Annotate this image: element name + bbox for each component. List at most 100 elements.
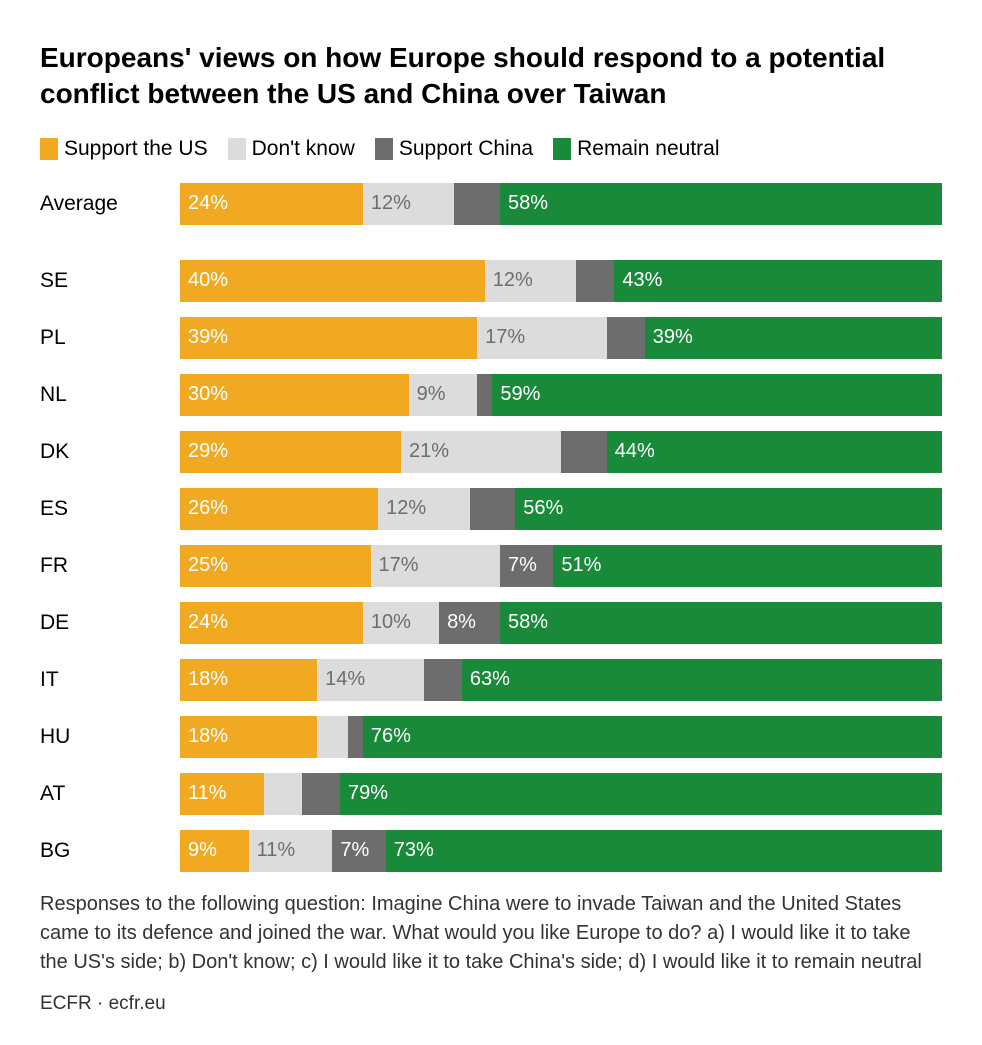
bar-segment: 10% bbox=[363, 602, 439, 644]
chart-title: Europeans' views on how Europe should re… bbox=[40, 40, 942, 113]
bar-row: BG9%11%7%73% bbox=[40, 830, 942, 872]
bar-segment: 30% bbox=[180, 374, 409, 416]
bar-segment: 39% bbox=[645, 317, 942, 359]
bar-segment: 44% bbox=[607, 431, 942, 473]
bar-segment: 51% bbox=[553, 545, 942, 587]
bar-segment: 25% bbox=[180, 545, 371, 587]
bar-segment bbox=[454, 183, 500, 225]
row-label: BG bbox=[40, 839, 180, 863]
legend-swatch bbox=[228, 138, 246, 160]
bar-segment: 21% bbox=[401, 431, 561, 473]
row-gap bbox=[40, 240, 942, 260]
stacked-bar: 25%17%7%51% bbox=[180, 545, 942, 587]
legend-item: Support the US bbox=[40, 137, 208, 161]
source: ECFR · ecfr.eu bbox=[40, 993, 942, 1015]
legend-label: Support the US bbox=[64, 137, 208, 161]
stacked-bar: 9%11%7%73% bbox=[180, 830, 942, 872]
bar-segment bbox=[424, 659, 462, 701]
legend-item: Don't know bbox=[228, 137, 355, 161]
bar-segment: 58% bbox=[500, 602, 942, 644]
row-label: IT bbox=[40, 668, 180, 692]
stacked-bar: 24%10%8%58% bbox=[180, 602, 942, 644]
bar-segment: 17% bbox=[371, 545, 501, 587]
bar-row: DK29%21% 44% bbox=[40, 431, 942, 473]
bar-row: ES26%12% 56% bbox=[40, 488, 942, 530]
row-label: DK bbox=[40, 440, 180, 464]
legend-label: Support China bbox=[399, 137, 533, 161]
bar-segment: 18% bbox=[180, 716, 317, 758]
bar-segment bbox=[348, 716, 363, 758]
bar-segment: 29% bbox=[180, 431, 401, 473]
bar-segment: 14% bbox=[317, 659, 424, 701]
bar-row: FR25%17%7%51% bbox=[40, 545, 942, 587]
bar-segment bbox=[470, 488, 516, 530]
stacked-bar: 18% 76% bbox=[180, 716, 942, 758]
bar-row: HU18% 76% bbox=[40, 716, 942, 758]
row-label: FR bbox=[40, 554, 180, 578]
row-label: DE bbox=[40, 611, 180, 635]
bar-segment: 58% bbox=[500, 183, 942, 225]
stacked-bar: 30%9% 59% bbox=[180, 374, 942, 416]
row-label: NL bbox=[40, 383, 180, 407]
bar-segment: 7% bbox=[500, 545, 553, 587]
bar-row: DE24%10%8%58% bbox=[40, 602, 942, 644]
bar-segment: 24% bbox=[180, 183, 363, 225]
legend-swatch bbox=[375, 138, 393, 160]
bar-segment bbox=[561, 431, 607, 473]
bar-segment bbox=[576, 260, 614, 302]
legend: Support the US Don't know Support China Rem… bbox=[40, 137, 942, 161]
row-label: HU bbox=[40, 725, 180, 749]
stacked-bar: 18%14% 63% bbox=[180, 659, 942, 701]
legend-item: Remain neutral bbox=[553, 137, 719, 161]
stacked-bar: 40%12% 43% bbox=[180, 260, 942, 302]
bar-segment: 12% bbox=[363, 183, 454, 225]
bar-segment: 56% bbox=[515, 488, 942, 530]
bar-segment: 79% bbox=[340, 773, 942, 815]
legend-label: Remain neutral bbox=[577, 137, 719, 161]
legend-swatch bbox=[553, 138, 571, 160]
bar-segment bbox=[302, 773, 340, 815]
bar-segment: 17% bbox=[477, 317, 607, 359]
row-label: SE bbox=[40, 269, 180, 293]
bar-row: Average24%12% 58% bbox=[40, 183, 942, 225]
bar-row: SE40%12% 43% bbox=[40, 260, 942, 302]
footnote: Responses to the following question: Ima… bbox=[40, 890, 942, 977]
bar-segment: 73% bbox=[386, 830, 942, 872]
bar-segment: 11% bbox=[249, 830, 333, 872]
bar-segment: 18% bbox=[180, 659, 317, 701]
bar-segment: 9% bbox=[409, 374, 478, 416]
bar-row: NL30%9% 59% bbox=[40, 374, 942, 416]
bar-segment: 63% bbox=[462, 659, 942, 701]
bar-segment bbox=[317, 716, 347, 758]
bar-segment: 7% bbox=[332, 830, 385, 872]
bar-segment bbox=[607, 317, 645, 359]
stacked-bar: 39%17%39% bbox=[180, 317, 942, 359]
bar-segment: 59% bbox=[492, 374, 942, 416]
row-label: PL bbox=[40, 326, 180, 350]
row-label: Average bbox=[40, 192, 180, 216]
stacked-bar: 26%12% 56% bbox=[180, 488, 942, 530]
bar-segment: 43% bbox=[614, 260, 942, 302]
bar-segment: 8% bbox=[439, 602, 500, 644]
bar-segment: 39% bbox=[180, 317, 477, 359]
legend-swatch bbox=[40, 138, 58, 160]
legend-label: Don't know bbox=[252, 137, 355, 161]
bar-row: IT18%14% 63% bbox=[40, 659, 942, 701]
chart-rows: Average24%12%58%SE40%12%43%PL39%17%39%NL… bbox=[40, 183, 942, 872]
row-label: ES bbox=[40, 497, 180, 521]
bar-segment: 76% bbox=[363, 716, 942, 758]
bar-segment: 26% bbox=[180, 488, 378, 530]
bar-segment bbox=[264, 773, 302, 815]
legend-item: Support China bbox=[375, 137, 533, 161]
bar-segment: 40% bbox=[180, 260, 485, 302]
bar-segment: 9% bbox=[180, 830, 249, 872]
bar-segment: 12% bbox=[378, 488, 469, 530]
stacked-bar: 29%21% 44% bbox=[180, 431, 942, 473]
bar-segment bbox=[477, 374, 492, 416]
stacked-bar: 11% 79% bbox=[180, 773, 942, 815]
row-label: AT bbox=[40, 782, 180, 806]
bar-segment: 11% bbox=[180, 773, 264, 815]
stacked-bar: 24%12% 58% bbox=[180, 183, 942, 225]
bar-row: PL39%17%39% bbox=[40, 317, 942, 359]
bar-segment: 12% bbox=[485, 260, 576, 302]
